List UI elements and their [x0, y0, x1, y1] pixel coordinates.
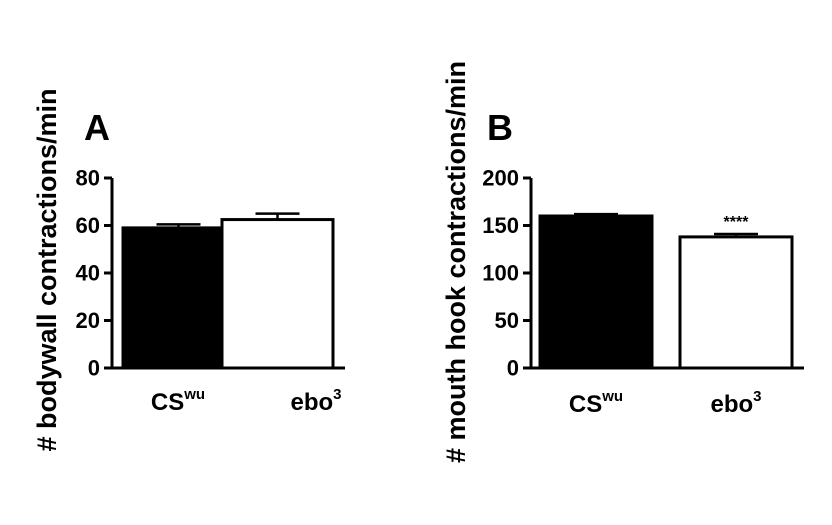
y-tick-label: 0 [507, 356, 519, 381]
chart-panel-b: B # mouth hook contractions/min **** 0 50 100… [441, 61, 804, 463]
bar-ebo3 [220, 218, 335, 370]
x-category-label: CSwu [569, 388, 623, 418]
bar-csw [538, 214, 654, 370]
panel-letter: A [84, 107, 110, 148]
y-axis-label: # mouth hook contractions/min [441, 61, 471, 463]
bar-csw [121, 226, 236, 370]
x-category-label: ebo3 [290, 386, 341, 416]
y-axis-label: # bodywall contractions/min [32, 88, 62, 451]
significance-label: **** [724, 214, 750, 231]
y-tick-label: 40 [76, 261, 100, 286]
y-tick-label: 50 [495, 308, 519, 333]
y-tick-label: 150 [482, 213, 519, 238]
bar-ebo3 [678, 235, 794, 370]
chart-panel-a: A # bodywall contractions/min 0 20 40 60 80 CSw… [32, 88, 345, 452]
y-tick-label: 60 [76, 213, 100, 238]
y-tick-label: 80 [76, 166, 100, 191]
y-tick-label: 0 [88, 356, 100, 381]
y-tick-label: 100 [482, 261, 519, 286]
panel-letter: B [487, 107, 513, 148]
y-tick-label: 20 [76, 308, 100, 333]
x-category-label: CSwu [151, 386, 205, 416]
y-tick-label: 200 [482, 166, 519, 191]
x-category-label: ebo3 [710, 388, 761, 418]
